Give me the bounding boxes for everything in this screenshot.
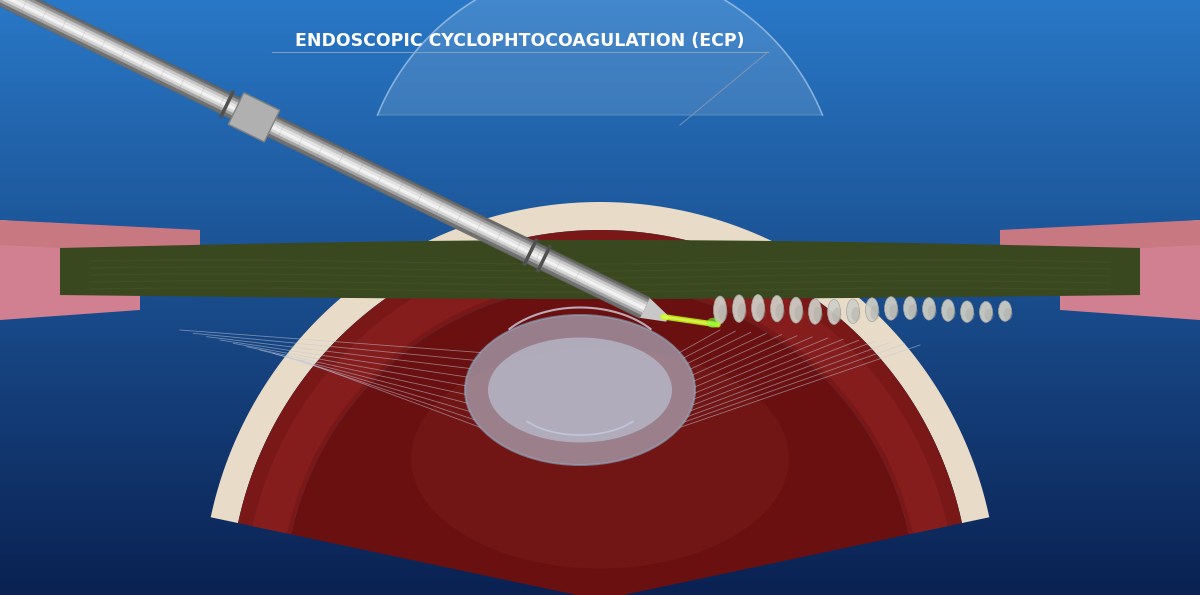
Ellipse shape: [1003, 308, 1013, 320]
Polygon shape: [640, 298, 668, 322]
Ellipse shape: [410, 348, 790, 568]
Ellipse shape: [794, 305, 804, 321]
Ellipse shape: [828, 299, 840, 324]
Polygon shape: [211, 202, 989, 523]
Polygon shape: [60, 240, 1140, 299]
Ellipse shape: [942, 299, 954, 321]
Ellipse shape: [979, 302, 992, 322]
Ellipse shape: [756, 303, 766, 319]
Ellipse shape: [870, 306, 880, 320]
Ellipse shape: [833, 308, 841, 322]
Ellipse shape: [751, 295, 764, 321]
Polygon shape: [0, 240, 140, 320]
Polygon shape: [228, 93, 280, 142]
Ellipse shape: [738, 303, 746, 320]
Ellipse shape: [884, 297, 898, 320]
Ellipse shape: [966, 308, 974, 321]
Ellipse shape: [904, 296, 917, 320]
Polygon shape: [378, 0, 822, 115]
Wedge shape: [292, 285, 908, 595]
Ellipse shape: [775, 303, 785, 320]
Polygon shape: [1110, 220, 1200, 280]
Ellipse shape: [466, 315, 695, 465]
Ellipse shape: [928, 305, 936, 318]
Ellipse shape: [908, 304, 918, 318]
Ellipse shape: [852, 307, 860, 322]
Ellipse shape: [790, 297, 803, 323]
Ellipse shape: [960, 301, 973, 322]
Polygon shape: [0, 0, 650, 318]
Polygon shape: [238, 230, 962, 534]
Ellipse shape: [865, 298, 878, 322]
Polygon shape: [253, 245, 947, 534]
Ellipse shape: [947, 307, 955, 320]
Ellipse shape: [707, 318, 719, 328]
Ellipse shape: [488, 337, 672, 443]
Polygon shape: [1000, 220, 1200, 255]
Ellipse shape: [732, 295, 745, 322]
Polygon shape: [1060, 240, 1200, 320]
Ellipse shape: [984, 309, 994, 321]
Ellipse shape: [814, 307, 822, 322]
Ellipse shape: [846, 299, 859, 324]
Ellipse shape: [719, 305, 727, 321]
Polygon shape: [0, 220, 90, 280]
Ellipse shape: [923, 298, 936, 320]
Polygon shape: [0, 220, 200, 255]
Text: ENDOSCOPIC CYCLOPHTOCOAGULATION (ECP): ENDOSCOPIC CYCLOPHTOCOAGULATION (ECP): [295, 32, 745, 50]
Ellipse shape: [770, 295, 784, 322]
Ellipse shape: [889, 305, 899, 318]
Ellipse shape: [809, 299, 822, 324]
Ellipse shape: [714, 296, 726, 324]
Ellipse shape: [998, 301, 1012, 321]
